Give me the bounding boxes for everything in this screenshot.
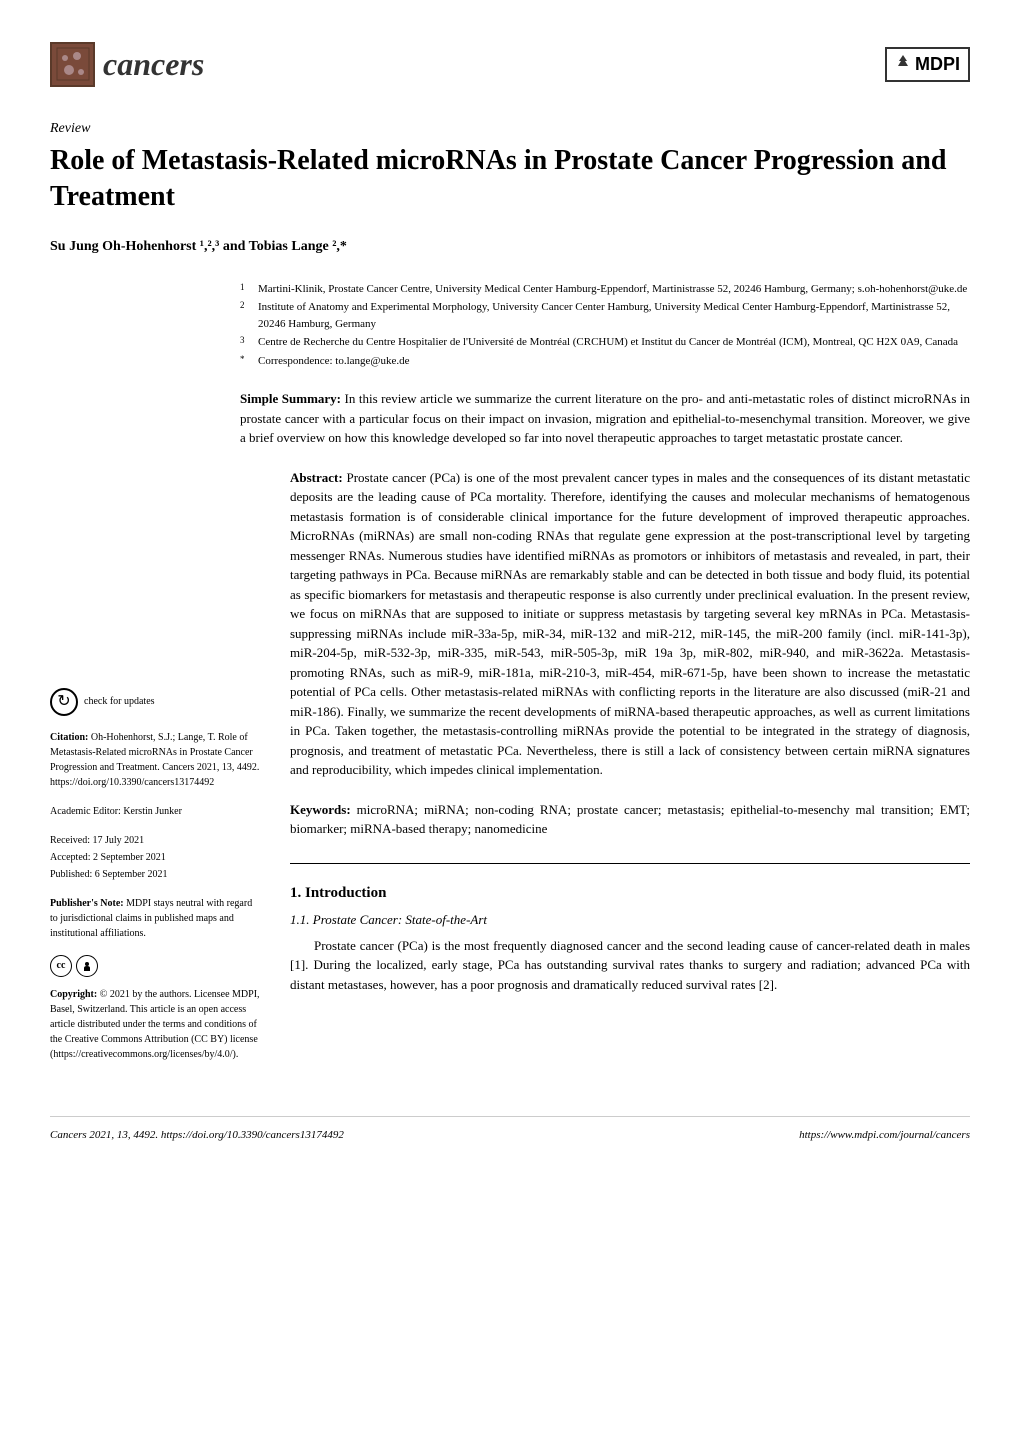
affiliation-item: * Correspondence: to.lange@uke.de	[240, 353, 970, 370]
mdpi-tree-icon	[895, 53, 911, 75]
publisher-note-block: Publisher's Note: MDPI stays neutral wit…	[50, 896, 260, 941]
separator	[290, 863, 970, 864]
affiliation-num: 1	[240, 281, 250, 298]
footer-left: Cancers 2021, 13, 4492. https://doi.org/…	[50, 1127, 344, 1144]
published-date: Published: 6 September 2021	[50, 867, 260, 882]
summary-text: In this review article we summarize the …	[240, 391, 970, 445]
editor-name: Kerstin Junker	[123, 806, 182, 817]
page-footer: Cancers 2021, 13, 4492. https://doi.org/…	[50, 1116, 970, 1144]
keywords-label: Keywords:	[290, 802, 351, 817]
copyright-label: Copyright:	[50, 989, 97, 1000]
check-updates-text: check for updates	[84, 696, 155, 708]
main-content: ↻ check for updates Citation: Oh-Hohenho…	[50, 468, 970, 1076]
check-updates[interactable]: ↻ check for updates	[50, 688, 260, 716]
affiliations-list: 1 Martini-Klinik, Prostate Cancer Centre…	[50, 281, 970, 370]
summary-label: Simple Summary:	[240, 391, 341, 406]
dates-block: Received: 17 July 2021 Accepted: 2 Septe…	[50, 833, 260, 882]
copyright-block: Copyright: © 2021 by the authors. Licens…	[50, 987, 260, 1062]
journal-icon	[50, 42, 95, 87]
simple-summary: Simple Summary: In this review article w…	[50, 389, 970, 448]
cc-icon: cc	[50, 955, 72, 977]
publisher-logo: MDPI	[885, 47, 970, 82]
accepted-date: Accepted: 2 September 2021	[50, 850, 260, 865]
citation-label: Citation:	[50, 732, 88, 743]
keywords: Keywords: microRNA; miRNA; non-coding RN…	[290, 800, 970, 839]
subsection-heading: 1.1. Prostate Cancer: State-of-the-Art	[290, 910, 970, 930]
journal-logo: cancers	[50, 40, 204, 88]
publisher-name: MDPI	[915, 51, 960, 78]
page-header: cancers MDPI	[50, 40, 970, 88]
affiliation-num: *	[240, 353, 250, 370]
cc-license-icons: cc	[50, 955, 260, 977]
sidebar: ↻ check for updates Citation: Oh-Hohenho…	[50, 468, 260, 1076]
section-heading: 1. Introduction	[290, 882, 970, 905]
body-paragraph: Prostate cancer (PCa) is the most freque…	[290, 936, 970, 995]
affiliation-text: Institute of Anatomy and Experimental Mo…	[258, 299, 970, 332]
affiliation-item: 1 Martini-Klinik, Prostate Cancer Centre…	[240, 281, 970, 298]
editor-block: Academic Editor: Kerstin Junker	[50, 804, 260, 819]
article-type: Review	[50, 118, 970, 139]
abstract: Abstract: Prostate cancer (PCa) is one o…	[290, 468, 970, 780]
affiliation-text: Correspondence: to.lange@uke.de	[258, 353, 410, 370]
editor-label: Academic Editor:	[50, 806, 121, 817]
affiliation-item: 2 Institute of Anatomy and Experimental …	[240, 299, 970, 332]
check-updates-icon: ↻	[50, 688, 78, 716]
article-title: Role of Metastasis-Related microRNAs in …	[50, 143, 970, 216]
citation-block: Citation: Oh-Hohenhorst, S.J.; Lange, T.…	[50, 730, 260, 790]
affiliation-text: Centre de Recherche du Centre Hospitalie…	[258, 334, 958, 351]
abstract-label: Abstract:	[290, 470, 343, 485]
affiliation-item: 3 Centre de Recherche du Centre Hospital…	[240, 334, 970, 351]
by-icon	[76, 955, 98, 977]
abstract-text: Prostate cancer (PCa) is one of the most…	[290, 470, 970, 778]
authors: Su Jung Oh-Hohenhorst ¹,²,³ and Tobias L…	[50, 236, 970, 257]
affiliation-num: 3	[240, 334, 250, 351]
main-column: Abstract: Prostate cancer (PCa) is one o…	[290, 468, 970, 1076]
keywords-text: microRNA; miRNA; non-coding RNA; prostat…	[290, 802, 970, 837]
received-date: Received: 17 July 2021	[50, 833, 260, 848]
journal-name: cancers	[103, 40, 204, 88]
affiliation-text: Martini-Klinik, Prostate Cancer Centre, …	[258, 281, 967, 298]
publisher-note-label: Publisher's Note:	[50, 898, 124, 909]
affiliation-num: 2	[240, 299, 250, 332]
footer-right: https://www.mdpi.com/journal/cancers	[799, 1127, 970, 1144]
